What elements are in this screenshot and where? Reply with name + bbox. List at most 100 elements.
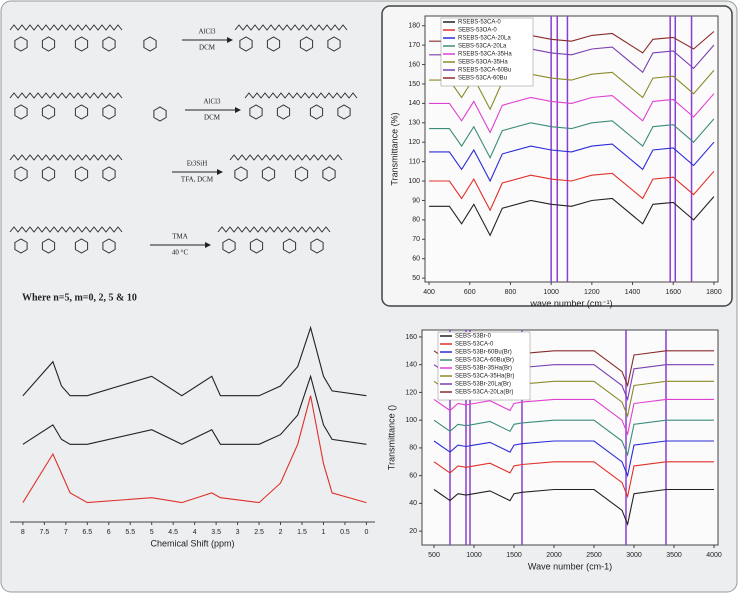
ring	[276, 104, 291, 120]
ring	[249, 104, 263, 120]
ring	[299, 36, 314, 52]
x-tick-label: 3.5	[211, 529, 221, 536]
ring	[102, 104, 116, 120]
legend-label: RSEBS-53CA-20La	[458, 36, 511, 42]
legend-label: SEBS-53CA-60Bu(Br)	[455, 358, 514, 364]
series-line	[429, 93, 715, 134]
x-tick-label: 3	[236, 529, 240, 536]
condition: DCM	[199, 44, 216, 52]
legend-label: SEBS-53Br-35Ha(Br)	[455, 366, 512, 372]
ring	[327, 36, 341, 52]
y-axis-label: Transmittance (%)	[389, 112, 399, 185]
ring	[41, 166, 56, 182]
ring	[14, 36, 28, 52]
x-tick-label: 6.5	[82, 529, 92, 536]
ring	[282, 238, 297, 254]
x-tick-label: 400	[423, 289, 435, 296]
backbone	[217, 226, 331, 233]
x-tick-label: 7	[64, 529, 68, 536]
legend-label: SEBS-53Br-0	[455, 334, 492, 340]
y-tick-label: 160	[405, 334, 417, 341]
ring	[102, 238, 116, 254]
series-line	[433, 461, 714, 499]
legend-box	[440, 17, 534, 87]
ring	[41, 238, 56, 254]
x-tick-label: 3500	[666, 552, 682, 559]
condition: 40 °C	[172, 249, 189, 257]
series-line	[429, 170, 715, 212]
y-tick-label: 50	[412, 275, 420, 282]
series-line	[22, 374, 367, 445]
ring	[74, 166, 89, 182]
legend-label: SEBS-53CA-0	[455, 342, 494, 348]
condition: DCM	[204, 114, 221, 122]
y-tick-label: 40	[409, 500, 417, 507]
x-tick-label: 1	[322, 529, 326, 536]
x-tick-label: 0	[364, 529, 368, 536]
ring	[74, 36, 89, 52]
legend-label: SEBS-53CA-20La(Br)	[455, 390, 513, 396]
x-axis-label: Wave number (cm-1)	[528, 561, 612, 571]
ring	[41, 104, 56, 120]
x-axis-label: wave number (cm⁻¹)	[529, 298, 612, 308]
y-tick-label: 140	[405, 362, 417, 369]
x-tick-label: 1000	[543, 289, 559, 296]
ring	[234, 166, 248, 182]
x-tick-label: 6	[107, 529, 111, 536]
backbone	[9, 154, 123, 161]
scheme-note: Where n=5, m=0, 2, 5 & 10	[22, 292, 137, 303]
series-line	[433, 440, 714, 478]
ring	[310, 238, 324, 254]
ring	[322, 166, 336, 182]
y-tick-label: 180	[408, 23, 420, 30]
y-tick-label: 70	[412, 236, 420, 243]
x-tick-label: 500	[428, 552, 440, 559]
legend-label: SEBS-53Br-60Bu(Br)	[455, 350, 512, 356]
series-line	[433, 488, 714, 527]
reagent: AlCl3	[203, 98, 221, 106]
series-line	[22, 395, 367, 504]
ring	[143, 36, 157, 52]
x-tick-label: 1500	[506, 552, 522, 559]
legend-label: SEBS-53CA-60Bu	[458, 76, 507, 82]
legend-label: SEBS-53Br-20La(Br)	[455, 382, 511, 388]
ring	[222, 238, 236, 254]
x-axis-label: Chemical Shift (ppm)	[150, 538, 234, 548]
x-tick-label: 2000	[546, 552, 562, 559]
y-tick-label: 20	[409, 528, 417, 535]
backbone	[229, 154, 343, 161]
x-tick-label: 0.5	[340, 529, 350, 536]
y-tick-label: 100	[405, 417, 417, 424]
x-tick-label: 2	[279, 529, 283, 536]
series-line	[429, 118, 715, 159]
x-tick-label: 2.5	[254, 529, 264, 536]
x-tick-label: 5	[150, 529, 154, 536]
series-line	[429, 141, 715, 183]
ring	[239, 36, 253, 52]
x-tick-label: 600	[464, 289, 476, 296]
ring	[14, 166, 28, 182]
x-tick-label: 1400	[625, 289, 641, 296]
backbone	[9, 226, 123, 233]
y-tick-label: 60	[412, 256, 420, 263]
y-tick-label: 170	[408, 42, 420, 49]
backbone	[9, 24, 123, 31]
ring	[337, 104, 351, 120]
legend-label: SEBS-53CA-35Ha(Br)	[455, 374, 514, 380]
y-tick-label: 100	[408, 178, 420, 185]
x-tick-label: 1800	[706, 289, 722, 296]
y-tick-label: 120	[408, 139, 420, 146]
series-line	[433, 398, 714, 436]
reagent: TMA	[172, 233, 188, 241]
x-tick-label: 1000	[466, 552, 482, 559]
x-tick-label: 5.5	[125, 529, 135, 536]
ring	[102, 166, 116, 182]
ring	[266, 36, 281, 52]
y-tick-label: 150	[408, 81, 420, 88]
y-tick-label: 120	[405, 389, 417, 396]
legend-box	[437, 331, 531, 401]
ring	[261, 166, 276, 182]
backbone	[244, 92, 358, 99]
legend-label: SEBS-53OA-35Ha	[458, 60, 508, 66]
